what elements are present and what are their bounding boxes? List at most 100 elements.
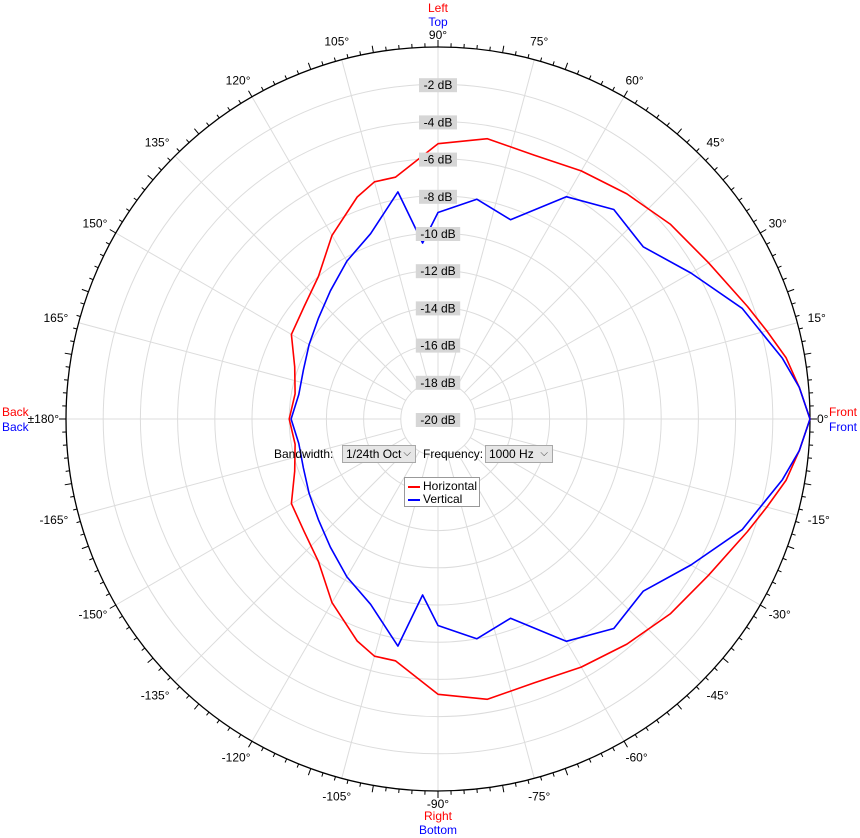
direction-label-top: Left — [428, 1, 449, 15]
angle-tick-mark — [81, 545, 89, 550]
angle-tick-mark — [772, 253, 777, 257]
angle-grid-line — [469, 232, 761, 401]
angle-tick-mark — [64, 483, 72, 486]
angle-tick-mark — [94, 569, 99, 573]
angle-tick-mark — [76, 314, 81, 317]
angle-tick-mark — [371, 785, 374, 793]
angle-tick-mark — [806, 366, 811, 368]
angle-tick-label: 0° — [817, 412, 829, 426]
angle-tick-mark — [730, 647, 735, 651]
angle-tick-mark — [686, 139, 690, 143]
angle-tick-mark — [284, 758, 288, 763]
angle-tick-mark — [206, 122, 210, 127]
angle-tick-mark — [176, 686, 180, 690]
angle-tick-label: 135° — [145, 136, 170, 150]
angle-tick-mark — [371, 45, 374, 53]
direction-label-bottom: Bottom — [419, 823, 457, 837]
angle-tick-mark — [791, 302, 796, 305]
angle-tick-mark — [186, 139, 190, 143]
angle-tick-mark — [296, 70, 300, 75]
angle-tick-mark — [141, 647, 146, 651]
angle-tick-mark — [126, 208, 130, 212]
radial-tick-label: -8 dB — [424, 190, 453, 204]
angle-tick-label: -60° — [626, 751, 648, 765]
angle-tick-mark — [804, 483, 812, 486]
angle-tick-mark — [307, 62, 312, 70]
radial-tick-label: -16 dB — [420, 339, 455, 353]
angle-tick-mark — [321, 772, 324, 777]
angle-tick-mark — [118, 615, 123, 619]
bandwidth-dropdown[interactable]: 1/24th Oct ⌵ — [342, 445, 416, 463]
angle-tick-mark — [801, 495, 806, 498]
angle-tick-mark — [216, 719, 220, 724]
angle-grid-line — [469, 437, 761, 606]
angle-tick-mark — [158, 167, 162, 171]
angle-tick-mark — [176, 148, 180, 152]
angle-tick-mark — [118, 219, 123, 223]
angle-tick-mark — [216, 114, 220, 119]
angle-tick-mark — [158, 667, 162, 671]
angle-tick-mark — [194, 128, 200, 135]
angle-tick-mark — [666, 122, 670, 127]
series-line-vertical — [290, 191, 811, 647]
angle-tick-mark — [73, 327, 78, 330]
angle-tick-label: 150° — [83, 217, 108, 231]
angle-tick-label: -75° — [528, 790, 550, 804]
angle-tick-mark — [540, 57, 543, 62]
angle-tick-mark — [705, 157, 709, 161]
angle-tick-label: -105° — [322, 790, 351, 804]
radial-label-background — [415, 301, 461, 316]
angle-grid-line — [456, 96, 625, 388]
angle-tick-mark — [248, 740, 253, 748]
angle-tick-label: 15° — [808, 311, 826, 325]
angle-tick-mark — [600, 753, 604, 758]
angle-tick-mark — [227, 727, 231, 731]
angle-tick-mark — [94, 265, 99, 269]
legend-swatch — [408, 486, 420, 488]
angle-tick-mark — [795, 314, 800, 317]
angle-tick-mark — [307, 768, 312, 776]
angle-tick-mark — [89, 277, 94, 281]
angle-tick-mark — [527, 54, 530, 59]
chart-legend: Horizontal Vertical — [404, 477, 480, 507]
radial-tick-label: -4 dB — [424, 115, 453, 129]
angle-tick-mark — [133, 637, 138, 641]
angle-tick-mark — [801, 340, 806, 343]
radial-label-background — [419, 152, 457, 167]
angle-tick-mark — [766, 593, 771, 596]
angle-tick-mark — [141, 187, 146, 191]
angle-tick-mark — [272, 80, 276, 85]
frequency-dropdown[interactable]: 1000 Hz ⌵ — [485, 445, 553, 463]
angle-tick-mark — [588, 758, 592, 763]
series-line-horizontal — [288, 137, 811, 701]
angle-tick-mark — [552, 772, 555, 777]
angle-tick-mark — [656, 719, 660, 724]
angle-tick-mark — [714, 667, 718, 671]
angle-tick-mark — [759, 604, 767, 609]
angle-tick-label: 120° — [226, 73, 251, 87]
angle-tick-mark — [798, 508, 803, 511]
angle-tick-mark — [795, 521, 800, 524]
radial-label-background — [419, 189, 457, 204]
angle-tick-mark — [272, 753, 276, 758]
radial-tick-label: -6 dB — [424, 153, 453, 167]
angle-tick-mark — [489, 787, 491, 792]
radial-label-background — [415, 227, 461, 241]
radial-label-background — [419, 78, 457, 93]
angle-tick-mark — [772, 581, 777, 585]
bandwidth-value: 1/24th Oct — [346, 447, 402, 461]
angle-grid-line — [251, 450, 420, 742]
angle-tick-mark — [623, 740, 628, 748]
angle-tick-label: 90° — [429, 28, 447, 42]
angle-grid-line — [456, 450, 625, 742]
angle-tick-mark — [514, 782, 517, 787]
angle-tick-mark — [70, 495, 75, 498]
angle-tick-mark — [105, 242, 110, 245]
angle-tick-label: -45° — [706, 688, 728, 702]
angle-tick-mark — [346, 779, 349, 784]
angle-tick-label: -30° — [769, 608, 791, 622]
angle-tick-mark — [70, 340, 75, 343]
direction-label-left: Back — [2, 420, 30, 434]
angle-tick-mark — [80, 302, 85, 305]
